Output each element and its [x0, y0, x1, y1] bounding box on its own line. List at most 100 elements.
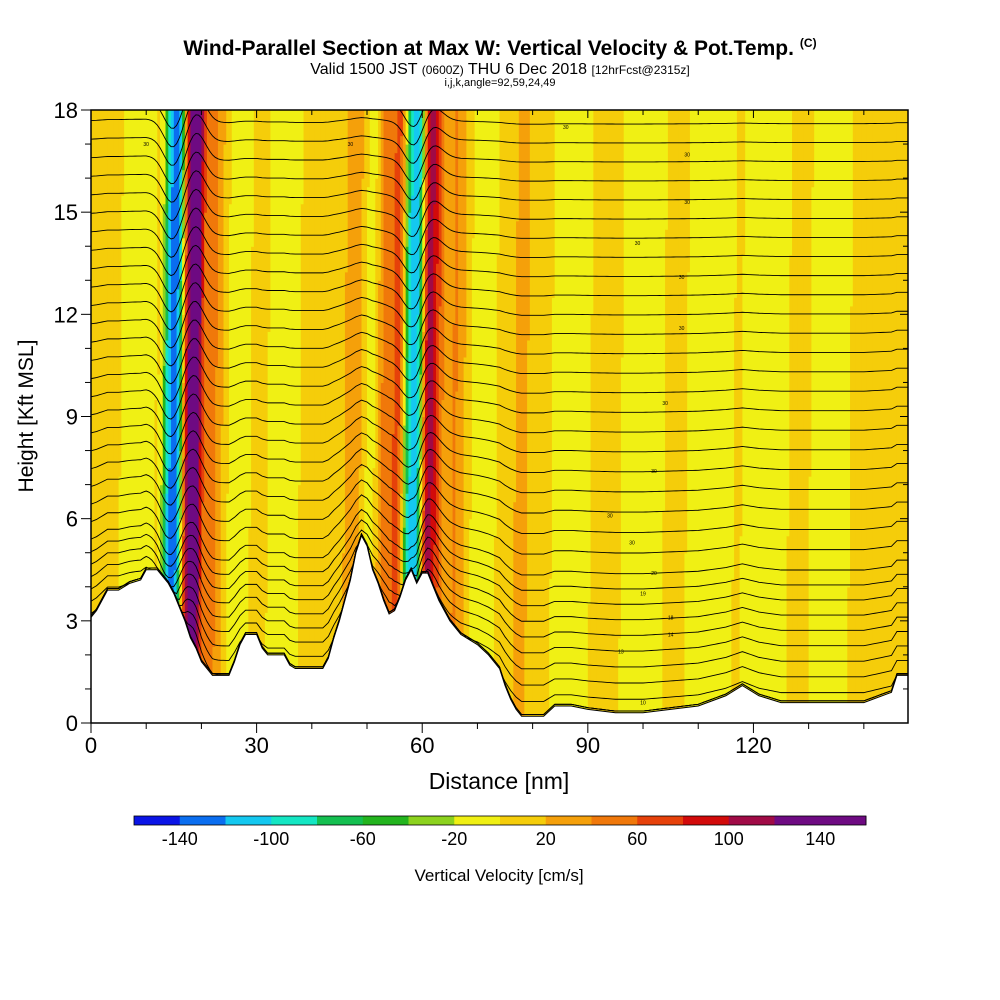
colorbar-swatch-4 — [317, 816, 364, 825]
velocity-cell-278 — [471, 110, 476, 239]
velocity-cell-216 — [411, 110, 415, 196]
velocity-cell-257 — [441, 399, 445, 723]
velocity-cell-90 — [201, 297, 205, 503]
velocity-cell-311 — [546, 110, 550, 723]
velocity-cell-354 — [648, 110, 652, 723]
terrain-mask — [91, 534, 908, 723]
velocity-cell-107 — [226, 493, 230, 723]
velocity-cell-441 — [850, 110, 854, 307]
velocity-cell-182 — [380, 382, 385, 723]
velocity-cell-1 — [93, 110, 98, 723]
velocity-cell-120 — [251, 110, 255, 247]
isentrope-32 — [91, 132, 908, 185]
colorbar-swatch-8 — [500, 816, 547, 825]
velocity-cell-333 — [596, 110, 600, 723]
velocity-cell-13 — [121, 110, 125, 196]
velocity-cell-377 — [700, 110, 705, 723]
velocity-cell-137 — [292, 110, 296, 723]
velocity-cell-106 — [223, 110, 227, 145]
colorbar-swatch-1 — [179, 816, 226, 825]
velocity-cell-370 — [684, 110, 688, 554]
velocity-cell-253 — [436, 110, 440, 264]
velocity-cell-3 — [99, 110, 103, 723]
velocity-cell-331 — [590, 110, 594, 315]
velocity-cell-123 — [259, 110, 263, 723]
y-axis-label: Height [Kft MSL] — [15, 340, 38, 493]
x-tick-label: 60 — [410, 733, 434, 758]
velocity-cell-73 — [184, 459, 189, 630]
velocity-cell-42 — [165, 212, 169, 341]
velocity-cell-104 — [220, 110, 225, 426]
velocity-cell-4 — [102, 110, 106, 723]
y-tick-label: 6 — [66, 507, 78, 532]
velocity-cell-431 — [827, 110, 832, 723]
velocity-cell-65 — [182, 535, 186, 630]
velocity-cell-241 — [424, 229, 429, 341]
velocity-cell-152 — [328, 110, 332, 723]
velocity-cell-292 — [505, 110, 509, 723]
colorbar-swatch-7 — [454, 816, 501, 825]
velocity-cell-426 — [814, 110, 818, 723]
velocity-cell-28 — [154, 110, 158, 401]
velocity-cell-285 — [491, 110, 495, 723]
velocity-cell-105 — [223, 144, 227, 723]
velocity-cell-173 — [369, 110, 374, 723]
velocity-cell-455 — [888, 110, 893, 723]
velocity-cell-380 — [709, 110, 713, 723]
velocity-cell-8 — [113, 110, 117, 723]
velocity-cell-309 — [540, 110, 545, 723]
colorbar-tick-label: 140 — [805, 829, 835, 849]
velocity-cell-299 — [518, 110, 523, 723]
velocity-cell-167 — [361, 178, 365, 723]
velocity-cell-396 — [742, 110, 746, 256]
velocity-cell-312 — [549, 578, 553, 723]
isentrope-24 — [91, 282, 908, 331]
y-tick-label: 18 — [54, 98, 78, 123]
velocity-cell-317 — [557, 110, 561, 723]
isentrope-label-16: 13 — [618, 649, 624, 655]
velocity-cell-385 — [723, 110, 727, 723]
velocity-cell-158 — [342, 110, 346, 554]
y-tick-label: 15 — [54, 200, 78, 225]
colorbar-swatch-0 — [134, 816, 181, 825]
colorbar-frame — [133, 815, 867, 826]
velocity-cell-61 — [179, 280, 183, 375]
isentrope-27 — [91, 226, 908, 277]
velocity-cell-394 — [739, 110, 743, 537]
velocity-cell-193 — [397, 425, 401, 639]
velocity-cell-267 — [455, 390, 459, 723]
velocity-cell-67 — [182, 382, 186, 460]
isentrope-label-5: 30 — [635, 241, 641, 247]
velocity-cell-96 — [209, 110, 214, 723]
x-tick-label: 0 — [85, 733, 97, 758]
velocity-cell-260 — [444, 110, 448, 111]
velocity-cell-47 — [171, 186, 175, 723]
velocity-cell-395 — [742, 254, 746, 723]
velocity-cell-30 — [157, 110, 161, 375]
velocity-cell-91 — [201, 161, 205, 298]
velocity-cell-110 — [229, 110, 233, 205]
velocity-cell-357 — [656, 110, 661, 723]
x-tick-label: 120 — [735, 733, 772, 758]
isentrope-label-7: 30 — [679, 326, 685, 332]
velocity-cell-66 — [182, 459, 186, 537]
velocity-cell-418 — [797, 110, 801, 723]
velocity-cell-369 — [684, 552, 688, 723]
velocity-cell-448 — [869, 110, 873, 723]
velocity-cell-115 — [242, 110, 247, 723]
isentrope-label-3: 30 — [684, 152, 690, 158]
velocity-cell-142 — [300, 110, 305, 205]
velocity-cell-373 — [689, 110, 694, 723]
colorbar-tick-label: 100 — [714, 829, 744, 849]
velocity-cell-280 — [477, 110, 481, 723]
chart-subtitle: Valid 1500 JST (0600Z) THU 6 Dec 2018 [1… — [310, 61, 690, 78]
colorbar-tick-label: 60 — [627, 829, 647, 849]
velocity-cell-70 — [182, 169, 186, 239]
velocity-cell-390 — [734, 297, 738, 723]
velocity-cell-356 — [654, 110, 658, 723]
velocity-cell-199 — [400, 135, 404, 358]
velocity-cell-135 — [286, 110, 291, 723]
chart-params: i,j,k,angle=92,59,24,49 — [444, 77, 556, 89]
velocity-cell-365 — [673, 110, 677, 723]
velocity-cell-384 — [720, 110, 724, 723]
